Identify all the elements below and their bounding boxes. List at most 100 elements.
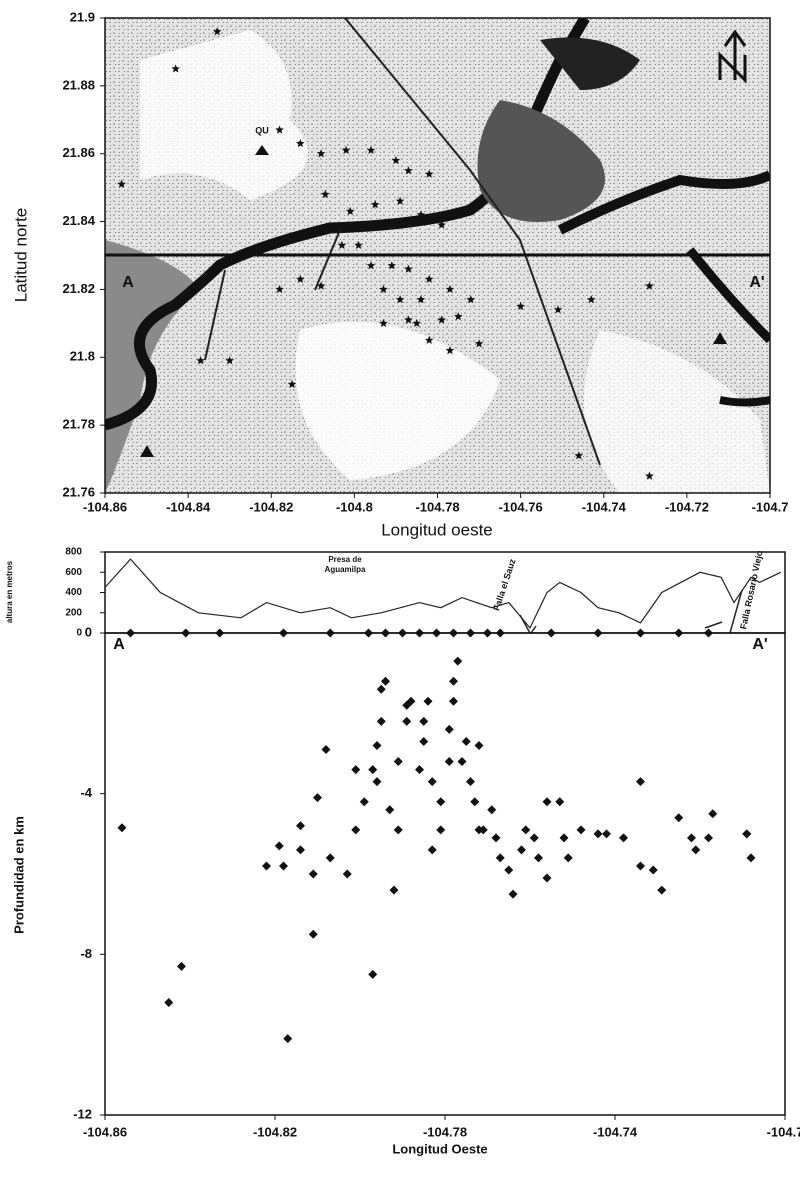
x-tick-label: -104.7 <box>752 499 789 514</box>
hypocenter <box>495 853 505 863</box>
epicenter <box>454 312 463 321</box>
hypocenter <box>487 805 497 815</box>
epicenter <box>437 315 446 324</box>
epicenter <box>645 281 654 290</box>
y-tick-label: 21.84 <box>62 213 95 228</box>
hypocenter <box>117 823 127 833</box>
hypocenter <box>691 845 701 855</box>
hypocenter <box>364 628 373 638</box>
hypocenter <box>746 853 756 863</box>
x-axis-label: Longitud oeste <box>381 520 493 539</box>
hypocenter <box>534 853 543 863</box>
hypocenter <box>376 716 386 726</box>
hypocenter <box>521 825 531 835</box>
hypocenter <box>648 865 658 875</box>
y-axis-label: Profundidad en km <box>11 816 26 934</box>
hypocenter <box>461 736 471 746</box>
y-tick-label: 21.76 <box>62 484 95 499</box>
hypocenter <box>449 696 458 706</box>
hypocenter <box>491 833 501 843</box>
hypocenter <box>351 765 361 775</box>
hypocenter <box>559 833 569 843</box>
annotation: A <box>113 636 125 653</box>
hypocenter <box>449 628 458 638</box>
epicenter <box>316 281 326 290</box>
hypocenter <box>262 861 271 871</box>
x-tick-label: -104.78 <box>415 499 459 514</box>
y-tick-label: 21.78 <box>62 417 95 432</box>
x-tick-label: -104.86 <box>83 499 127 514</box>
hypocenter <box>576 825 586 835</box>
hypocenter <box>704 628 713 638</box>
hypocenter <box>372 777 382 787</box>
hypocenter <box>313 793 322 803</box>
x-tick-label: -104.76 <box>499 499 543 514</box>
hypocenter <box>368 765 378 775</box>
hypocenter <box>372 740 382 750</box>
hypocenter <box>393 825 403 835</box>
epicenter <box>275 284 284 294</box>
hypocenter <box>406 696 416 706</box>
hypocenter <box>376 684 386 694</box>
hypocenter <box>385 805 395 815</box>
hypocenter <box>619 833 628 843</box>
hypocenter <box>325 628 335 638</box>
y-tick-label: 21.8 <box>70 349 95 364</box>
epicenter <box>316 149 326 158</box>
hypocenter <box>529 833 539 843</box>
hypocenter <box>308 869 318 879</box>
epicenter <box>366 261 376 270</box>
hypocenter <box>427 845 437 855</box>
epicenter <box>416 295 426 304</box>
plot-frame <box>104 551 786 634</box>
epicenter <box>171 64 180 73</box>
epicenter <box>445 284 455 294</box>
hypocenter <box>674 813 684 823</box>
hypocenter <box>470 797 480 807</box>
hypocenter <box>542 797 552 807</box>
epicenter <box>379 318 388 327</box>
hypocenter <box>704 833 713 843</box>
map-background <box>105 18 770 493</box>
hypocenter <box>466 777 475 787</box>
hypocenter <box>457 757 467 767</box>
epicenter <box>196 356 205 365</box>
hypocenter <box>742 829 752 839</box>
hypocenter <box>321 744 331 754</box>
annotation: Aguamilpa <box>325 565 366 574</box>
hypocenter <box>449 676 458 686</box>
hypocenter <box>546 628 556 638</box>
epicenter <box>645 471 654 480</box>
hypocenter <box>453 656 463 666</box>
epicenter <box>296 274 305 283</box>
hypocenter <box>419 736 429 746</box>
hypocenter <box>636 628 645 638</box>
hypocenter <box>283 1034 293 1044</box>
hypocenter <box>466 628 475 638</box>
epicenter <box>404 264 413 273</box>
hypocenter <box>415 765 424 775</box>
x-axis-label: Longitud Oeste <box>392 1141 487 1156</box>
hypocenter <box>657 885 667 895</box>
epicenter <box>370 200 380 209</box>
x-tick-label: -104.86 <box>83 1124 127 1139</box>
epicenter <box>437 220 446 229</box>
hypocenter <box>444 724 454 734</box>
x-tick-label: -104.74 <box>593 1124 638 1139</box>
y-tick-label: 400 <box>65 587 82 598</box>
x-tick-label: -104.82 <box>249 499 293 514</box>
epicenter <box>321 189 330 199</box>
epicenter <box>466 295 475 304</box>
y-tick-label: -4 <box>80 785 92 800</box>
hypocenter <box>478 825 488 835</box>
hypocenter <box>308 929 318 939</box>
hypocenter <box>542 873 552 883</box>
epicenter <box>424 274 434 283</box>
y-tick-label: 21.82 <box>62 281 95 296</box>
hypocenter <box>508 889 518 899</box>
hypocenter <box>381 676 390 686</box>
epicenter <box>412 318 421 327</box>
annotation: Presa de <box>328 555 362 564</box>
hypocenter <box>423 696 433 706</box>
hypocenter <box>427 777 437 787</box>
